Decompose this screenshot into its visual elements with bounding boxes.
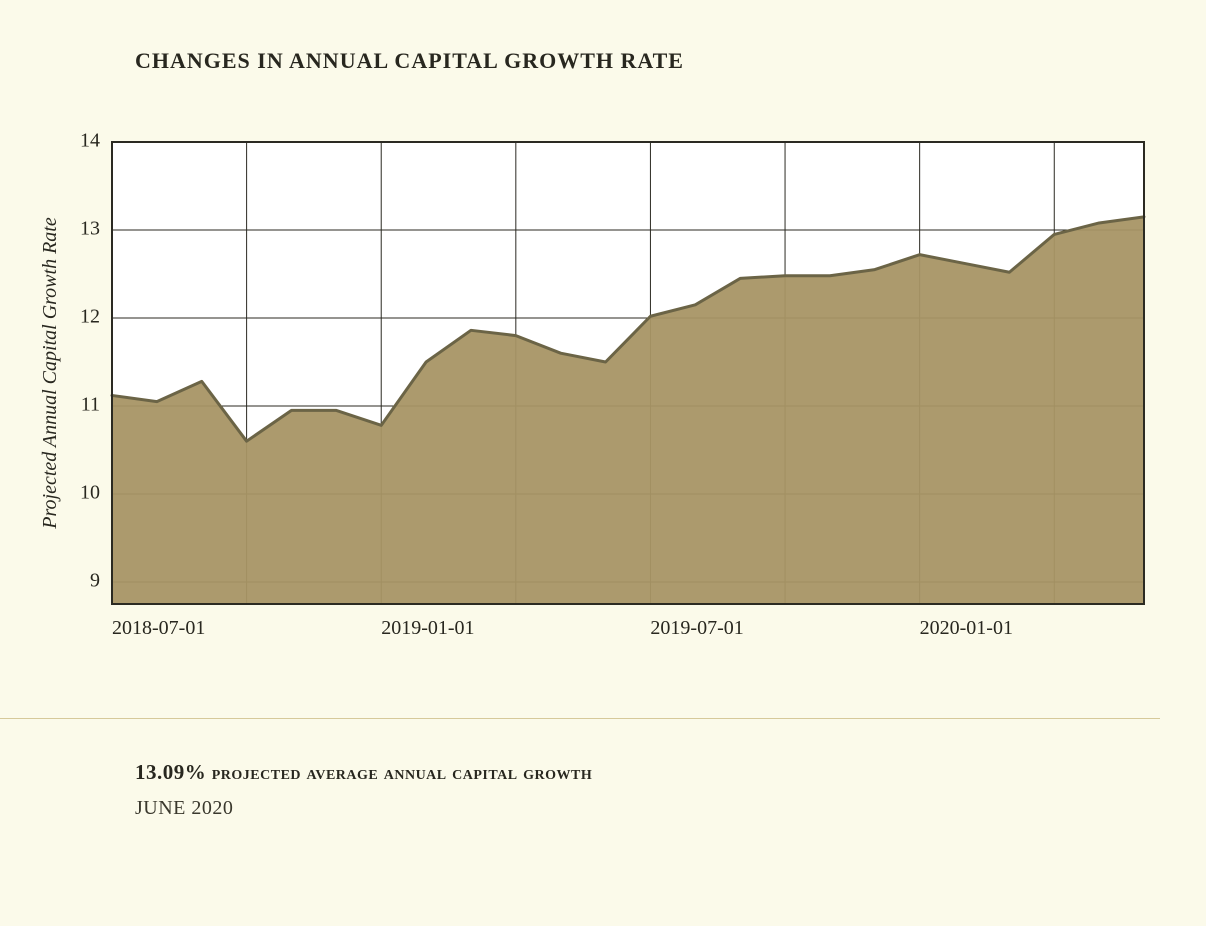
page-title: CHANGES IN ANNUAL CAPITAL GROWTH RATE	[135, 48, 684, 74]
svg-text:9: 9	[90, 570, 100, 592]
svg-text:2019-01-01: 2019-01-01	[381, 617, 474, 639]
svg-text:10: 10	[80, 482, 100, 504]
svg-text:2019-07-01: 2019-07-01	[650, 617, 743, 639]
svg-text:2018-07-01: 2018-07-01	[112, 617, 205, 639]
svg-text:13: 13	[80, 218, 100, 240]
svg-text:Projected Annual Capital Growt: Projected Annual Capital Growth Rate	[39, 217, 61, 530]
svg-text:12: 12	[80, 306, 100, 328]
section-divider	[0, 718, 1160, 719]
growth-rate-chart: 9 10 11 12 13 14 2018-07-01 2019-01-01 2019-07-0…	[36, 130, 1166, 660]
summary-stat-label: projected average annual capital growth	[206, 762, 592, 784]
summary-stat-value: 13.09%	[135, 760, 206, 784]
svg-text:2020-01-01: 2020-01-01	[920, 617, 1013, 639]
svg-text:11: 11	[81, 394, 100, 416]
summary-date: JUNE 2020	[135, 797, 1135, 820]
svg-text:14: 14	[80, 130, 100, 152]
footer-summary: 13.09% projected average annual capital …	[135, 760, 1135, 820]
summary-line: 13.09% projected average annual capital …	[135, 760, 1135, 785]
